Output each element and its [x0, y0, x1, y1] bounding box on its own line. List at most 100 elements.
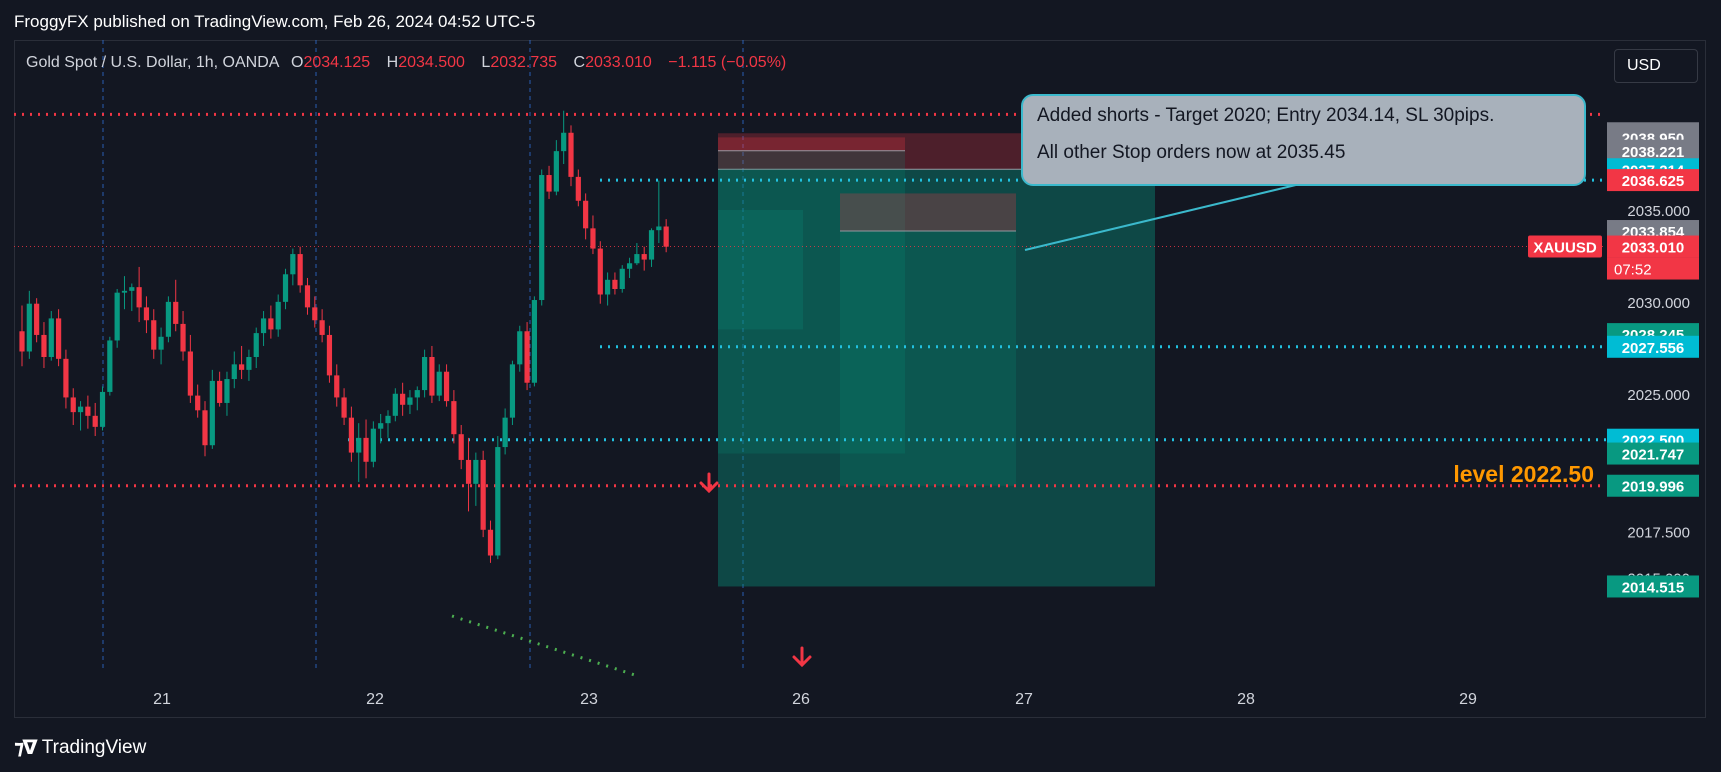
publish-header: FroggyFX published on TradingView.com, F… [0, 0, 1721, 40]
symbol-tag-label: XAUUSD [1533, 240, 1597, 257]
candle-body [524, 331, 530, 383]
candle-body [356, 437, 362, 453]
candle-body [539, 175, 545, 301]
candle-body [41, 334, 47, 357]
time-axis-label: 27 [1015, 691, 1033, 708]
candle-body [290, 254, 296, 275]
position-target-zone [840, 231, 1016, 486]
position-target-zone [718, 209, 803, 330]
open-value: 2034.125 [303, 54, 371, 71]
note-line-1: Added shorts - Target 2020; Entry 2034.1… [1037, 105, 1495, 126]
down-arrow-icon [699, 472, 719, 494]
price-tick-label: 2035.000 [1627, 203, 1690, 220]
symbol-legend: Gold Spot / U.S. Dollar, 1h, OANDA O2034… [26, 54, 798, 72]
price-tick-label: 2030.000 [1627, 295, 1690, 312]
candle-body [312, 307, 318, 321]
candle-body [531, 300, 537, 383]
candle-body [590, 228, 596, 249]
time-axis-label: 22 [366, 691, 384, 708]
candle-body [246, 357, 252, 370]
candle-body [385, 415, 391, 424]
symbol-name: Gold Spot / U.S. Dollar, 1h, OANDA [26, 54, 279, 71]
price-badge-label: 2036.625 [1622, 173, 1685, 190]
candle-body [114, 292, 120, 341]
price-badge-label: 2027.556 [1622, 340, 1685, 357]
candle-body [239, 364, 245, 370]
candle-body [85, 406, 91, 416]
candle-body [641, 254, 647, 260]
candle-body [158, 336, 164, 350]
candle-body [414, 390, 420, 398]
candle-body [180, 323, 186, 352]
candle-body [487, 529, 494, 556]
candle-body [597, 248, 603, 295]
candle-body [173, 301, 179, 324]
candle-body [143, 307, 150, 321]
candle-body [509, 364, 516, 418]
candle-body [663, 226, 669, 247]
candle-body [202, 410, 208, 446]
price-badge [1607, 474, 1699, 497]
candle-body [436, 371, 442, 396]
brand-name: TradingView [41, 736, 147, 758]
countdown-badge [1607, 257, 1699, 280]
candle-body [129, 287, 135, 291]
candle-body [48, 318, 54, 357]
open-label: O [291, 54, 304, 71]
candle-body [370, 428, 376, 462]
candle-body [568, 132, 574, 177]
countdown-label: 07:52 [1614, 262, 1652, 279]
symbol-tag [1528, 235, 1602, 258]
position-target-zone [718, 169, 1155, 587]
candle-body [517, 331, 523, 365]
candle-body [546, 175, 552, 192]
candle-body [553, 151, 559, 192]
candle-body [334, 375, 340, 398]
candle-body [282, 274, 289, 302]
candle-body [502, 417, 508, 448]
candle-body [341, 397, 347, 418]
candle-body [56, 318, 62, 359]
high-label: H [386, 54, 399, 71]
time-axis-label: 21 [153, 691, 171, 708]
position-stop-zone [718, 137, 905, 151]
candle-body [260, 318, 267, 334]
down-arrow-icon [792, 646, 812, 668]
candle-body [348, 417, 354, 453]
time-axis-label: 29 [1459, 691, 1477, 708]
candle-body [70, 397, 76, 413]
change-value: −1.115 (−0.05%) [668, 54, 787, 71]
price-badge [1607, 235, 1699, 258]
candle-body [451, 401, 457, 435]
candle-body [63, 358, 69, 398]
trade-note-callout[interactable]: Added shorts - Target 2020; Entry 2034.1… [1021, 94, 1586, 186]
tradingview-footer[interactable]: ⁊ᐁ TradingView [14, 735, 146, 760]
candle-body [583, 200, 589, 229]
publisher-line: FroggyFX published on TradingView.com, F… [14, 12, 536, 31]
candle-body [626, 263, 633, 269]
candle-body [224, 379, 230, 403]
candle-body [612, 279, 618, 289]
candle-body [656, 226, 662, 231]
candle-body [458, 434, 464, 460]
candle-body [443, 371, 450, 402]
candle-body [165, 301, 171, 337]
candle-body [217, 380, 223, 403]
chart-frame [14, 40, 1706, 718]
candle-body [634, 254, 640, 264]
candle-body [304, 285, 311, 308]
currency-button[interactable]: USD [1614, 49, 1698, 83]
price-badge-label: 2014.515 [1622, 579, 1685, 596]
candle-body [231, 364, 237, 380]
candle-body [400, 393, 406, 405]
candle-body [378, 423, 384, 429]
candle-body [136, 287, 142, 308]
candle-body [495, 447, 501, 556]
price-badge [1607, 169, 1699, 192]
candle-body [326, 334, 333, 376]
candle-body [34, 303, 40, 335]
price-badge-label: 2019.996 [1622, 479, 1685, 496]
candle-body [151, 320, 157, 350]
candle-body [275, 301, 281, 330]
